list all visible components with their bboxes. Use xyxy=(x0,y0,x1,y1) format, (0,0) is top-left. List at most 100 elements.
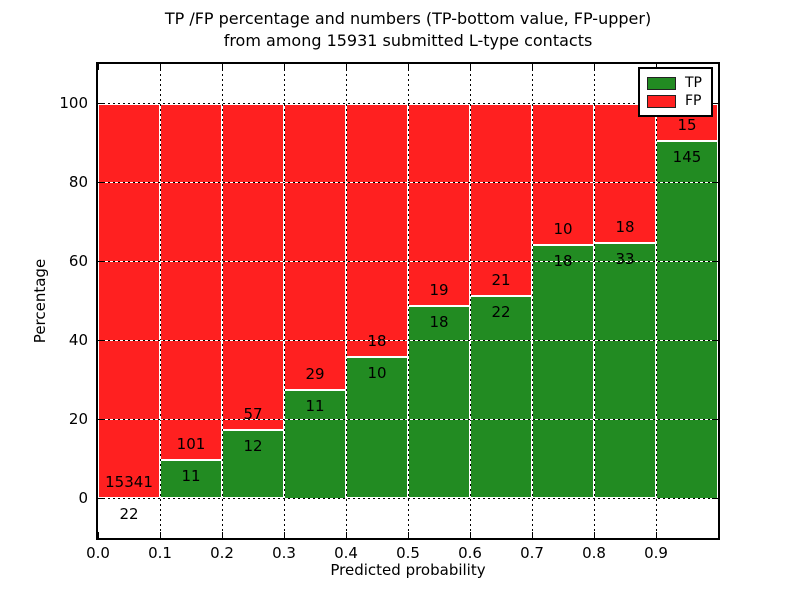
x-tick-mark xyxy=(283,532,285,538)
fp-bar-segment xyxy=(284,103,346,390)
tp-count-label: 10 xyxy=(367,364,387,383)
fp-bar-segment xyxy=(470,103,532,297)
x-gridline xyxy=(407,64,409,538)
x-gridline xyxy=(159,64,161,538)
y-tick-mark xyxy=(98,419,104,420)
x-tick-label: 0.0 xyxy=(86,544,110,562)
fp-bar-segment xyxy=(408,103,470,307)
tp-count-label: 18 xyxy=(553,251,573,270)
x-tick-mark-top xyxy=(283,64,285,70)
y-tick-label: 60 xyxy=(68,251,88,270)
y-tick-label: 20 xyxy=(68,409,88,428)
x-gridline xyxy=(531,64,533,538)
legend-swatch-fp-icon xyxy=(647,94,676,108)
x-tick-mark xyxy=(97,532,99,538)
fp-count-label: 29 xyxy=(305,364,325,383)
fp-bar-segment xyxy=(98,103,160,498)
tp-count-label: 18 xyxy=(429,313,449,332)
tp-count-label: 145 xyxy=(672,147,702,166)
fp-count-label: 10 xyxy=(553,219,573,238)
legend: TP FP xyxy=(638,67,713,117)
legend-label-tp: TP xyxy=(685,75,702,91)
x-tick-mark xyxy=(345,532,347,538)
y-tick-label: 100 xyxy=(59,93,88,112)
tp-bar-segment xyxy=(160,459,222,499)
y-tick-mark xyxy=(98,182,104,183)
x-tick-mark xyxy=(159,532,161,538)
tp-bar-segment xyxy=(656,140,718,499)
x-tick-mark-top xyxy=(159,64,161,70)
y-gridline xyxy=(98,498,718,499)
tp-bar-segment xyxy=(408,306,470,499)
x-tick-mark xyxy=(531,532,533,538)
fp-count-label: 101 xyxy=(176,434,206,453)
tp-count-label: 11 xyxy=(181,466,201,485)
x-tick-mark-top xyxy=(345,64,347,70)
tp-count-label: 12 xyxy=(243,436,263,455)
x-tick-mark xyxy=(221,532,223,538)
y-tick-mark-right xyxy=(712,103,718,104)
x-gridline xyxy=(345,64,347,538)
y-gridline xyxy=(98,103,718,104)
fp-count-label: 57 xyxy=(243,404,263,423)
fp-bar-segment xyxy=(222,103,284,430)
tp-bar-segment xyxy=(532,244,594,499)
chart-title-line2: from among 15931 submitted L-type contac… xyxy=(223,31,593,50)
y-gridline xyxy=(98,182,718,183)
legend-row: FP xyxy=(647,92,702,110)
y-tick-label: 40 xyxy=(68,330,88,349)
y-tick-mark xyxy=(98,498,104,499)
y-tick-mark-right xyxy=(712,340,718,341)
fp-count-label: 21 xyxy=(491,271,511,290)
x-gridline xyxy=(593,64,595,538)
x-gridline xyxy=(283,64,285,538)
x-tick-mark xyxy=(469,532,471,538)
fp-bar-segment xyxy=(532,103,594,245)
y-tick-mark xyxy=(98,340,104,341)
plot-area: TP FP 15341 22 101 11 57 12 29 11 18 10 19 18 21 22 10 1… xyxy=(59,62,720,562)
fp-bar-segment xyxy=(346,103,408,358)
y-tick-mark-right xyxy=(712,261,718,262)
y-tick-label: 80 xyxy=(68,172,88,191)
legend-row: TP xyxy=(647,74,702,92)
chart-title: TP /FP percentage and numbers (TP-bottom… xyxy=(96,8,720,52)
x-gridline xyxy=(469,64,471,538)
x-tick-mark xyxy=(593,532,595,538)
x-tick-mark-top xyxy=(593,64,595,70)
y-tick-mark xyxy=(98,103,104,104)
x-tick-label: 0.9 xyxy=(644,544,668,562)
x-axis-label: Predicted probability xyxy=(330,561,486,579)
tp-bar-segment xyxy=(470,296,532,499)
y-tick-label: 0 xyxy=(78,488,88,507)
legend-swatch-tp-icon xyxy=(647,76,676,90)
x-tick-mark-top xyxy=(407,64,409,70)
x-tick-label: 0.7 xyxy=(520,544,544,562)
fp-count-label: 19 xyxy=(429,281,449,300)
tp-count-label: 22 xyxy=(491,303,511,322)
x-tick-label: 0.3 xyxy=(272,544,296,562)
tp-bar-segment xyxy=(594,242,656,499)
tp-bar-segment xyxy=(346,357,408,499)
y-tick-mark xyxy=(98,261,104,262)
chart-title-line1: TP /FP percentage and numbers (TP-bottom… xyxy=(164,9,652,28)
fp-bar-segment xyxy=(594,103,656,243)
x-tick-mark-top xyxy=(531,64,533,70)
fp-count-label: 15341 xyxy=(105,472,153,491)
x-tick-label: 0.2 xyxy=(210,544,234,562)
fp-count-label: 18 xyxy=(615,217,635,236)
x-tick-mark-top xyxy=(97,64,99,70)
x-tick-label: 0.8 xyxy=(582,544,606,562)
tp-count-label: 11 xyxy=(305,396,325,415)
fp-count-label: 18 xyxy=(367,332,387,351)
fp-count-label: 15 xyxy=(677,115,697,134)
tp-count-label: 33 xyxy=(615,249,635,268)
x-tick-mark-top xyxy=(221,64,223,70)
x-tick-label: 0.1 xyxy=(148,544,172,562)
y-gridline xyxy=(98,340,718,341)
y-tick-mark-right xyxy=(712,419,718,420)
fp-bar-segment xyxy=(160,103,222,460)
x-gridline xyxy=(221,64,223,538)
x-gridline xyxy=(655,64,657,538)
y-gridline xyxy=(98,419,718,420)
